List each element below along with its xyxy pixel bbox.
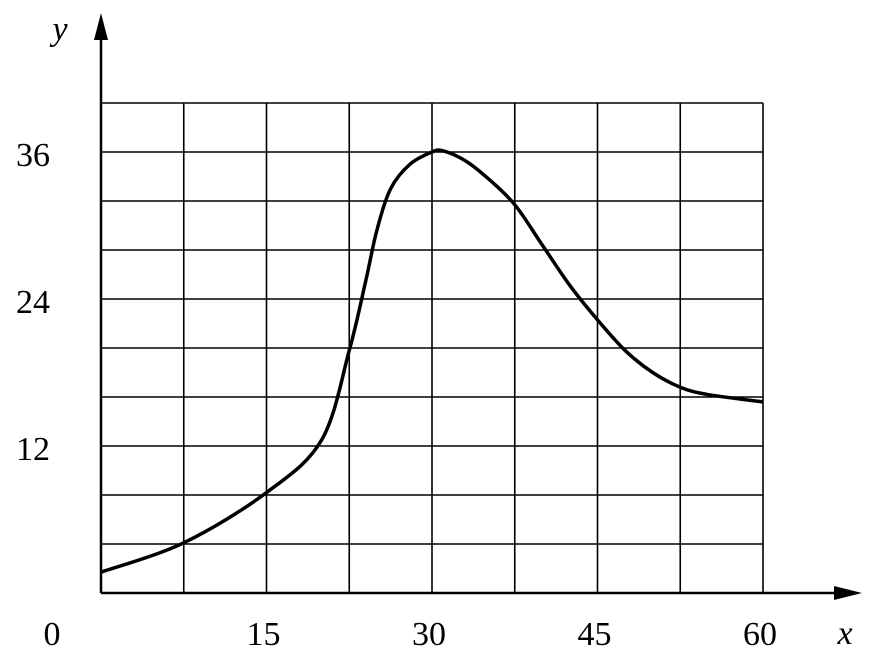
y-tick-label: 24 [16, 284, 50, 321]
x-tick-label: 60 [743, 616, 777, 653]
x-tick-label: 0 [44, 616, 61, 653]
x-tick-label: 30 [412, 616, 446, 653]
y-tick-label: 36 [16, 137, 50, 174]
y-axis-arrow [94, 13, 108, 40]
x-tick-label: 15 [247, 616, 281, 653]
x-axis-arrow [834, 586, 862, 600]
x-tick-label: 45 [578, 616, 612, 653]
x-axis-label: x [836, 615, 852, 652]
y-tick-label: 12 [16, 431, 50, 468]
curve [100, 148, 764, 574]
y-axis-label: y [49, 11, 68, 48]
